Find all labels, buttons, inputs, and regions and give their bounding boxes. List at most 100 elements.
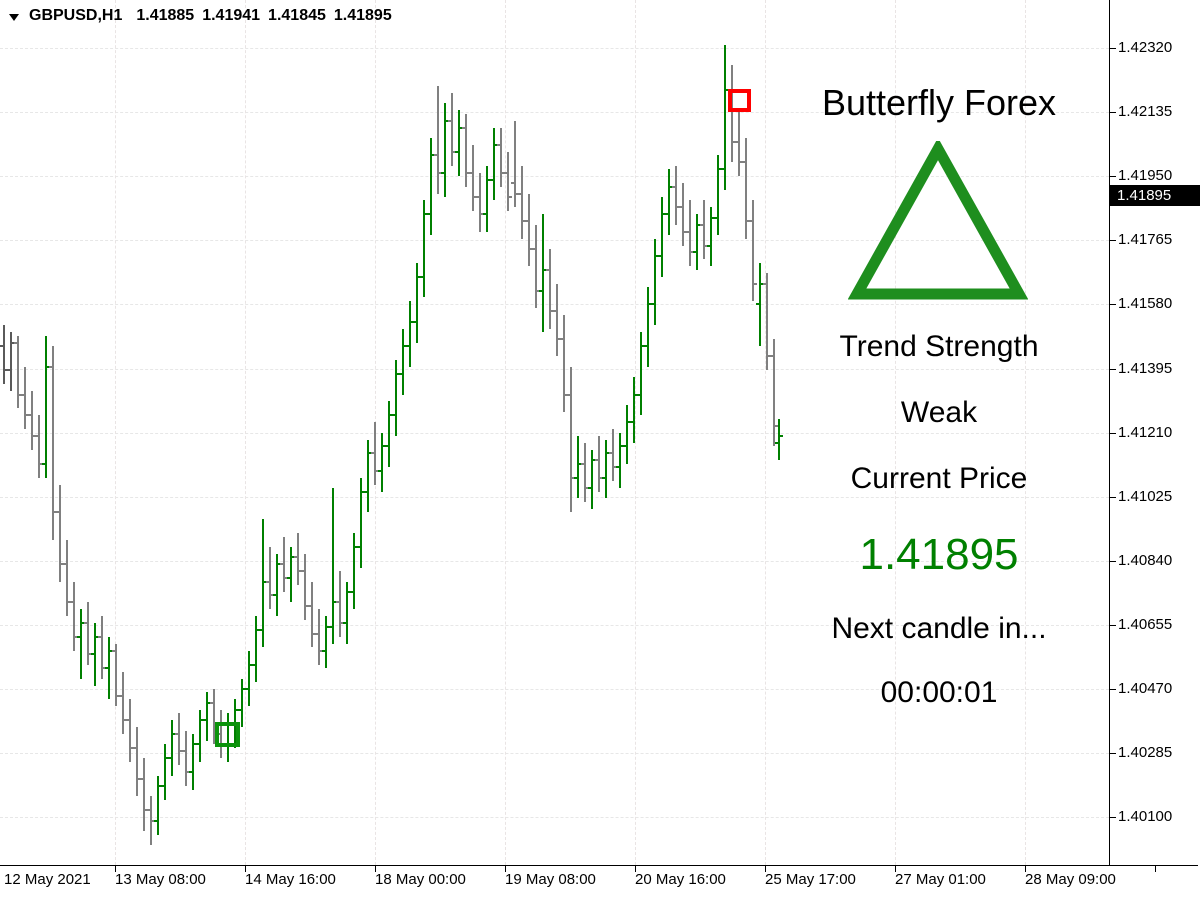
ohlc-bar (304, 554, 306, 620)
ohlc-close-tick (68, 601, 71, 603)
ohlc-bar (171, 720, 173, 776)
ohlc-bar (318, 609, 320, 665)
ohlc-open-tick (105, 667, 108, 669)
ohlc-close-tick (460, 127, 463, 129)
ohlc-open-tick (112, 650, 115, 652)
ohlc-close-tick (292, 556, 295, 558)
ohlc-close-tick (663, 213, 666, 215)
ohlc-bar (269, 547, 271, 609)
ohlc-open-tick (287, 577, 290, 579)
ohlc-bar (437, 86, 439, 194)
price-axis-label: 1.42320 (1118, 39, 1173, 56)
ohlc-open-tick (756, 303, 759, 305)
ohlc-bar (542, 214, 544, 332)
grid-line-vertical (895, 0, 896, 865)
ohlc-bar (556, 284, 558, 356)
ohlc-open-tick (315, 633, 318, 635)
ohlc-bar (115, 644, 117, 706)
ohlc-open-tick (0, 345, 3, 347)
ohlc-close-tick (719, 168, 722, 170)
ohlc-open-tick (245, 688, 248, 690)
ohlc-open-tick (749, 220, 752, 222)
ohlc-close-tick (453, 151, 456, 153)
ohlc-open-tick (455, 151, 458, 153)
ohlc-open-tick (651, 303, 654, 305)
ohlc-bar (605, 440, 607, 498)
ohlc-close-tick (488, 179, 491, 181)
ohlc-bar (598, 436, 600, 492)
ohlc-open-tick (252, 664, 255, 666)
symbol-dropdown-icon[interactable] (9, 13, 19, 21)
ohlc-close-tick (47, 366, 50, 368)
ohlc-close-tick (383, 445, 386, 447)
ohlc-open-tick (763, 283, 766, 285)
ohlc-open-tick (49, 366, 52, 368)
ohlc-bar (80, 609, 82, 679)
price-axis-tick (1109, 48, 1116, 49)
ohlc-close-tick (320, 650, 323, 652)
ohlc-open-tick (98, 636, 101, 638)
ohlc-close-tick (194, 743, 197, 745)
ohlc-open-tick (616, 466, 619, 468)
ohlc-bar (241, 679, 243, 727)
price-axis-label: 1.41210 (1118, 424, 1173, 441)
ohlc-open-tick (350, 591, 353, 593)
ohlc-bar (633, 377, 635, 443)
ohlc-bar (87, 602, 89, 665)
ohlc-open-tick (735, 141, 738, 143)
ohlc-close-tick (404, 345, 407, 347)
ohlc-bar (108, 637, 110, 699)
ohlc-bar (227, 713, 229, 762)
ohlc-close-tick (390, 414, 393, 416)
ohlc-close-tick (425, 213, 428, 215)
ohlc-open-tick (210, 702, 213, 704)
time-axis-label: 13 May 08:00 (115, 871, 206, 888)
ohlc-open-tick (518, 193, 521, 195)
ohlc-bar (507, 152, 509, 211)
ohlc-close-tick (103, 667, 106, 669)
ohlc-close-tick (579, 463, 582, 465)
ohlc-open-tick (658, 255, 661, 257)
ohlc-bar (535, 225, 537, 308)
ohlc-close-tick (628, 421, 631, 423)
ohlc-close-tick (362, 491, 365, 493)
ohlc-open-tick (686, 231, 689, 233)
price-axis-tick (1109, 561, 1116, 562)
ohlc-bar (52, 346, 54, 540)
ohlc-bar (626, 405, 628, 464)
ohlc-close-tick (649, 303, 652, 305)
price-axis-label: 1.41025 (1118, 488, 1173, 505)
ohlc-open-tick (147, 809, 150, 811)
ohlc-bar (584, 443, 586, 502)
time-axis-tick (1155, 866, 1156, 872)
ohlc-open-tick (721, 168, 724, 170)
ohlc-bar (360, 478, 362, 568)
ohlc-open-tick (77, 636, 80, 638)
ohlc-close-tick (684, 231, 687, 233)
ohlc-open-tick (672, 186, 675, 188)
ohlc-open-tick (581, 463, 584, 465)
ohlc-bar (661, 197, 663, 277)
ohlc-open-tick (203, 719, 206, 721)
ohlc-close-tick (376, 470, 379, 472)
ohlc-open-tick (434, 154, 437, 156)
ohlc-bar (31, 391, 33, 450)
time-axis-tick (895, 866, 896, 872)
ohlc-bar (465, 114, 467, 187)
ohlc-open-tick (637, 394, 640, 396)
ohlc-close-tick (565, 394, 568, 396)
price-axis-tick (1109, 689, 1116, 690)
price-axis-tick (1109, 433, 1116, 434)
ohlc-close-tick (558, 338, 561, 340)
ohlc-open-tick (623, 445, 626, 447)
ohlc-open-tick (714, 217, 717, 219)
ohlc-close-tick (285, 577, 288, 579)
price-axis-label: 1.41950 (1118, 167, 1173, 184)
ohlc-close-tick (775, 425, 778, 427)
ohlc-close-tick (551, 310, 554, 312)
ohlc-open-tick (21, 394, 24, 396)
grid-line-vertical (1025, 0, 1026, 865)
ohlc-bar (339, 571, 341, 637)
ohlc-bar (745, 138, 747, 239)
ohlc-bar (451, 93, 453, 166)
